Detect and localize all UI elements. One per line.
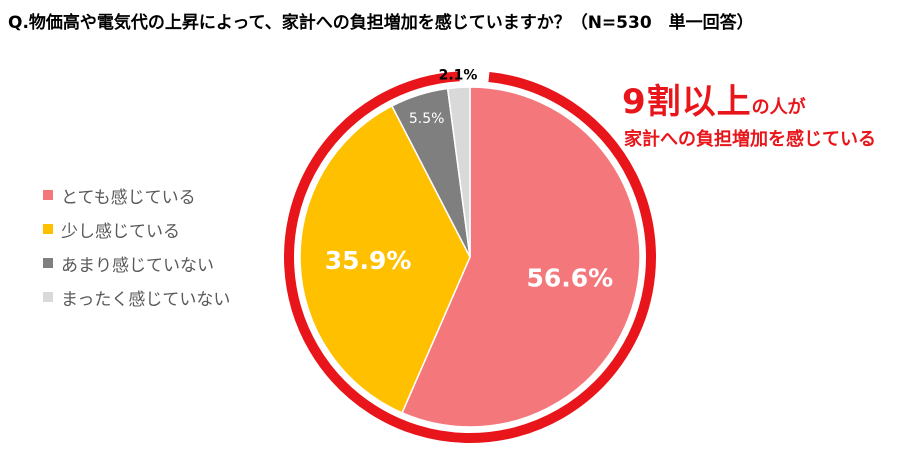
legend-label: とても感じている bbox=[61, 187, 196, 208]
slice-label-1: 56.6% bbox=[526, 263, 613, 292]
callout: 9割以上の人が 家計への負担増加を感じている bbox=[622, 74, 876, 151]
pie-slice-4 bbox=[446, 86, 471, 258]
callout-line2: 家計への負担増加を感じている bbox=[624, 129, 876, 150]
legend-label: 少し感じている bbox=[61, 221, 180, 242]
callout-big-text: 9割以上 bbox=[622, 82, 752, 122]
legend-swatch bbox=[43, 258, 53, 268]
legend: とても感じている 少し感じているあまり感じていない まったく感じていない bbox=[43, 178, 230, 314]
legend-item-2: 少し感じている bbox=[43, 212, 230, 246]
legend-label: あまり感じていない bbox=[61, 255, 214, 276]
legend-label: まったく感じていない bbox=[61, 289, 231, 310]
slice-label-3: 5.5% bbox=[409, 111, 445, 127]
highlight-ring-arc bbox=[284, 71, 656, 443]
legend-item-3: あまり感じていない bbox=[43, 246, 230, 280]
slice-label-4: 2.1% bbox=[439, 67, 478, 83]
legend-swatch bbox=[43, 292, 53, 302]
legend-swatch bbox=[43, 224, 53, 234]
legend-item-1: とても感じている bbox=[43, 178, 230, 212]
legend-item-4: まったく感じていない bbox=[43, 280, 230, 314]
pie-slice-1 bbox=[401, 86, 641, 428]
callout-small-text: の人が bbox=[751, 97, 806, 118]
slice-label-2: 35.9% bbox=[325, 246, 412, 275]
pie-slice-2 bbox=[299, 104, 471, 414]
chart-title: Q.物価高や電気代の上昇によって、家計への負担増加を感じていますか？（N=530… bbox=[8, 13, 754, 33]
legend-swatch bbox=[43, 190, 53, 200]
